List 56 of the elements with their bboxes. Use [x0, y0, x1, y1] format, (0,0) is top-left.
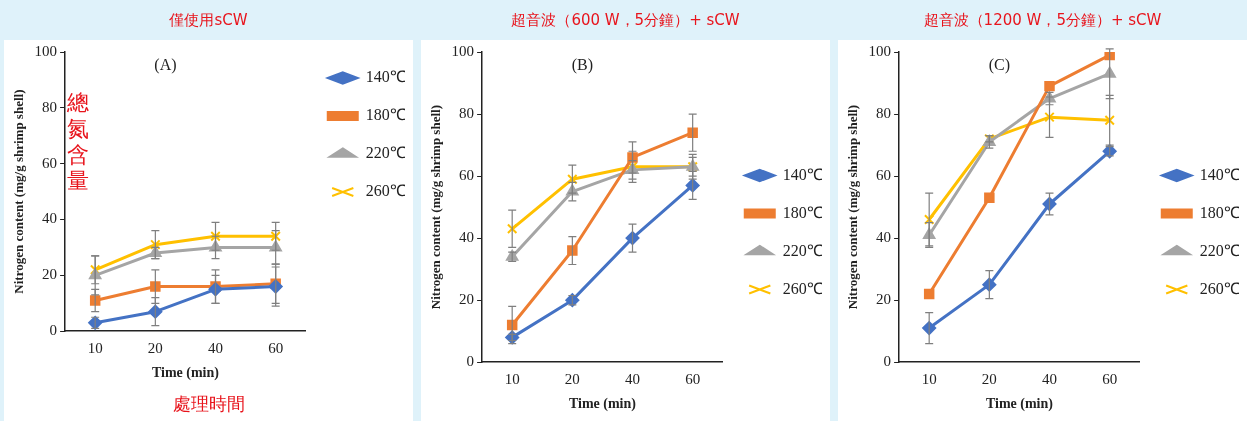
x-tick-label: 20 [981, 371, 997, 388]
y-tick-label: 40 [459, 229, 475, 246]
legend-label: 140℃ [365, 68, 406, 86]
y-tick-label: 20 [459, 291, 475, 308]
annotation: 總氮含量 [66, 90, 90, 194]
x-tick-label: 10 [921, 371, 937, 388]
y-tick-label: 40 [42, 210, 58, 227]
y-tick-label: 60 [42, 154, 58, 171]
chart-title: 超音波（600 W，5分鐘）+ sCW [510, 10, 741, 31]
y-tick-label: 60 [459, 167, 475, 184]
y-tick-label: 40 [876, 229, 892, 246]
legend-label: 220℃ [1199, 241, 1240, 259]
text: 處理時間 [171, 392, 246, 416]
chart-subtitle: (B) [571, 56, 594, 75]
legend-label: 140℃ [1199, 165, 1240, 183]
x-tick-label: 10 [504, 371, 520, 388]
x-tick-label: 60 [685, 371, 701, 388]
legend-label: 140℃ [782, 165, 823, 183]
legend-label: 180℃ [782, 203, 823, 221]
y-tick-label: 100 [34, 42, 58, 59]
legend-label: 220℃ [782, 241, 823, 259]
legend-label: 260℃ [782, 279, 823, 297]
x-tick-label: 40 [208, 340, 224, 357]
y-tick-label: 100 [868, 42, 892, 59]
y-tick-label: 0 [883, 353, 892, 370]
chart-subtitle: (C) [988, 56, 1011, 75]
x-tick-label: 40 [625, 371, 641, 388]
x-tick-label: 20 [564, 371, 580, 388]
legend-label: 260℃ [365, 182, 406, 200]
y-tick-label: 20 [42, 266, 58, 283]
y-tick-label: 60 [876, 167, 892, 184]
chart-title: 超音波（1200 W，5分鐘）+ sCW [922, 10, 1163, 31]
y-axis-title: Nitrogen content (mg/g shrimp shell) [11, 89, 27, 294]
y-tick-label: 20 [876, 291, 892, 308]
x-tick-label: 60 [1102, 371, 1118, 388]
x-tick-label: 10 [87, 340, 103, 357]
y-axis-title: Nitrogen content (mg/g shrimp shell) [845, 105, 861, 310]
legend-label: 220℃ [365, 144, 406, 162]
y-tick-label: 100 [451, 42, 475, 59]
y-axis-title: Nitrogen content (mg/g shrimp shell) [428, 105, 444, 310]
y-tick-label: 80 [876, 104, 892, 121]
y-tick-label: 80 [459, 104, 475, 121]
x-tick-label: 40 [1042, 371, 1058, 388]
legend-label: 180℃ [365, 106, 406, 124]
y-tick-label: 80 [42, 98, 58, 115]
y-tick-label: 0 [49, 322, 58, 339]
x-axis-title: Time (min) [985, 396, 1054, 413]
x-tick-label: 20 [147, 340, 163, 357]
y-tick-label: 0 [466, 353, 475, 370]
x-axis-title: Time (min) [568, 396, 637, 413]
legend-label: 180℃ [1199, 203, 1240, 221]
x-tick-label: 60 [268, 340, 284, 357]
chart-title: 僅使用sCW [168, 10, 249, 31]
x-axis-title: Time (min) [151, 365, 220, 382]
legend-label: 260℃ [1199, 279, 1240, 297]
chart-subtitle: (A) [154, 56, 177, 75]
